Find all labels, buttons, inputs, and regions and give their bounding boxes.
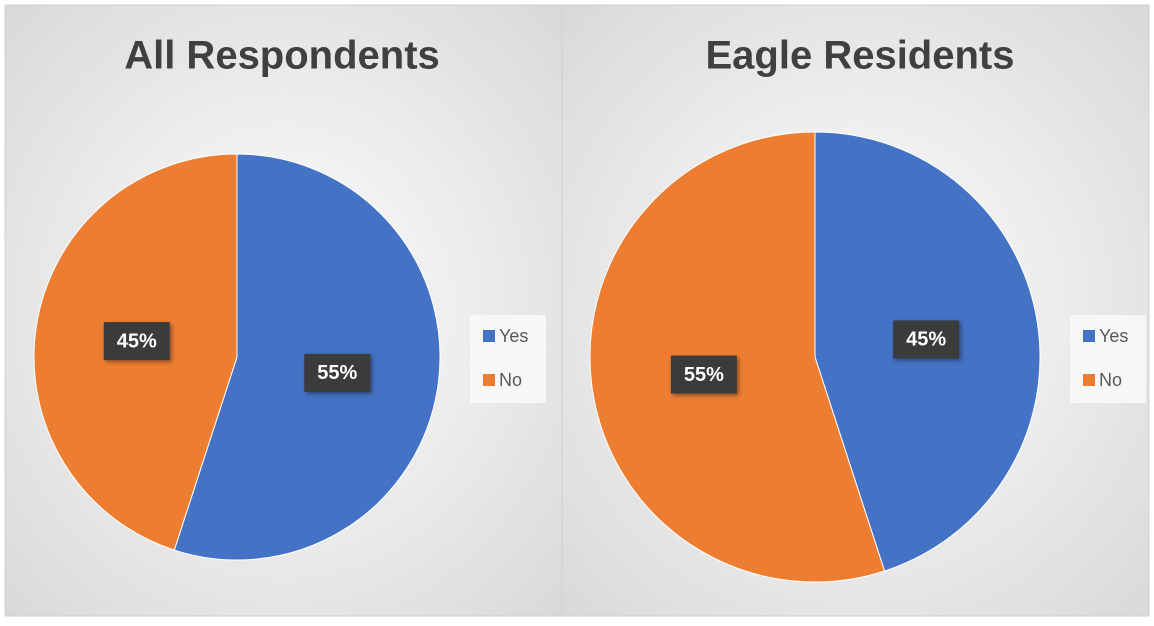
data-label: 45% bbox=[117, 330, 157, 352]
data-label-box bbox=[304, 353, 371, 392]
legend-box bbox=[1070, 315, 1146, 403]
legend-label: Yes bbox=[1099, 326, 1128, 346]
legend-swatch bbox=[1083, 374, 1095, 386]
data-label: 55% bbox=[684, 364, 724, 386]
data-label-box bbox=[103, 322, 170, 361]
legend-swatch bbox=[1083, 330, 1095, 342]
legend-label: No bbox=[499, 370, 522, 390]
legend-box bbox=[470, 315, 546, 403]
pie-slice bbox=[589, 131, 886, 583]
legend-label: Yes bbox=[499, 326, 528, 346]
legend-swatch bbox=[483, 330, 495, 342]
data-label-box bbox=[670, 355, 737, 394]
chart-title: All Respondents bbox=[124, 34, 440, 78]
chart-title: Eagle Residents bbox=[705, 34, 1014, 78]
data-label: 45% bbox=[906, 329, 946, 351]
legend-swatch bbox=[483, 374, 495, 386]
legend-label: No bbox=[1099, 370, 1122, 390]
data-label: 55% bbox=[317, 362, 357, 384]
data-label-box bbox=[893, 320, 960, 359]
